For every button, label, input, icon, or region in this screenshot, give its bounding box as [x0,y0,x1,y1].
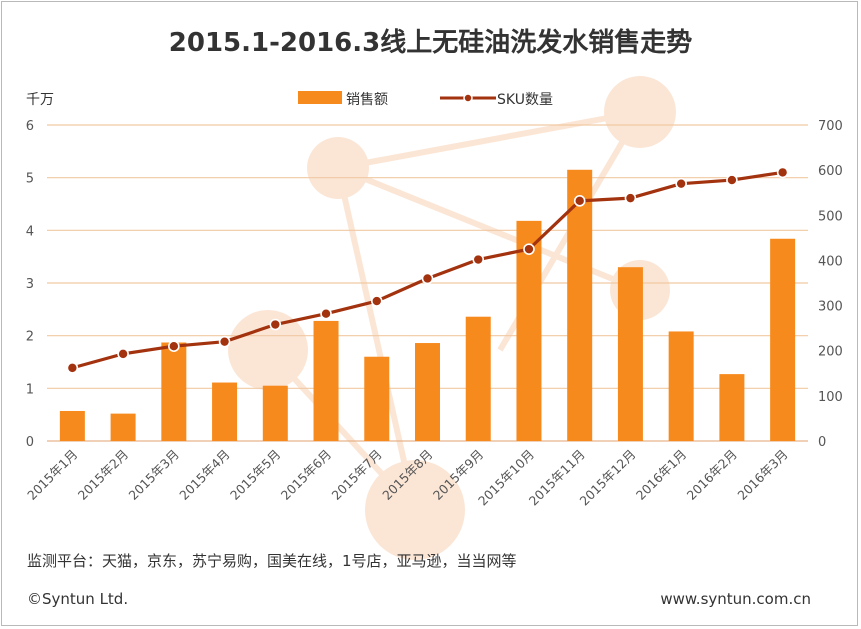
sku-point [624,192,637,204]
sku-point [472,253,485,266]
right-axis-tick-label: 700 [818,119,843,134]
legend-line-label: SKU数量 [497,92,553,108]
left-axis-tick-label: 2 [26,330,34,345]
bar [161,342,187,441]
right-axis-tick-label: 500 [818,209,843,224]
x-axis-tick-label: 2016年3月 [734,447,790,503]
x-axis-tick-label: 2015年6月 [278,447,334,503]
right-axis-tick-label: 600 [818,164,843,179]
bar [770,238,796,441]
left-axis-tick-label: 6 [26,119,34,134]
watermark-node [365,460,465,560]
left-y-axis: 0 1 2 3 4 5 6 [26,119,34,450]
right-y-axis: 0 100 200 300 400 500 600 700 [818,119,843,450]
left-axis-tick-label: 5 [26,172,34,187]
legend-bar-swatch [298,91,342,104]
line-series [66,166,789,374]
x-axis-tick-label: 2016年2月 [684,447,740,503]
sku-point [573,195,586,207]
watermark-node [228,310,308,390]
left-axis-tick-label: 1 [26,382,34,397]
bar [364,356,390,441]
bar [668,331,694,441]
sku-point [269,318,282,331]
right-axis-tick-label: 400 [818,254,843,269]
sku-point [370,295,383,307]
bar [465,316,491,441]
sku-point [168,340,180,353]
watermark-node [307,137,369,199]
sku-point [726,174,738,186]
x-axis-tick-label: 2015年5月 [227,447,283,503]
x-axis-tick-label: 2015年3月 [126,447,182,503]
sku-point [320,307,332,320]
bar [567,169,593,441]
bar [719,374,745,441]
right-axis-tick-label: 300 [818,300,843,315]
watermark-link [337,109,641,171]
left-axis-tick-label: 3 [26,277,34,292]
left-axis-tick-label: 4 [26,224,34,239]
watermark-node [604,76,676,148]
left-axis-tick-label: 0 [26,435,34,450]
sku-point [523,243,535,255]
data-source-note: 监测平台：天猫，京东，苏宁易购，国美在线，1号店，亚马逊，当当网等 [27,552,517,570]
legend-bar-label: 销售额 [346,92,388,108]
bar [617,267,643,441]
bar [313,320,339,441]
bar [212,382,238,441]
legend: 销售额 SKU数量 [0,89,861,111]
bar [516,220,542,441]
bar [415,343,440,441]
right-axis-tick-label: 0 [818,435,826,450]
x-axis-tick-label: 2015年1月 [24,447,80,503]
sku-point [675,177,687,190]
watermark-link [335,167,418,511]
chart-title: 2015.1-2016.3线上无硅油洗发水销售走势 [168,28,693,58]
sku-point [117,348,129,360]
copyright: ©Syntun Ltd. [27,590,129,608]
sku-point [66,362,79,374]
legend-line-swatch [440,93,496,103]
bar [59,410,85,441]
right-axis-tick-label: 200 [818,345,843,360]
x-axis-tick-label: 2016年1月 [633,447,689,503]
x-axis-tick-label: 2015年2月 [75,447,131,503]
website-link[interactable]: www.syntun.com.cn [660,590,811,608]
right-axis-tick-label: 100 [818,390,843,405]
bar [110,413,136,441]
sku-point [218,335,231,348]
bar-series [59,169,796,441]
left-axis-unit: 千万 [26,92,54,108]
sku-point [776,166,789,179]
x-axis-tick-label: 2015年4月 [176,447,232,503]
bar [262,385,288,441]
sku-point [421,272,434,285]
